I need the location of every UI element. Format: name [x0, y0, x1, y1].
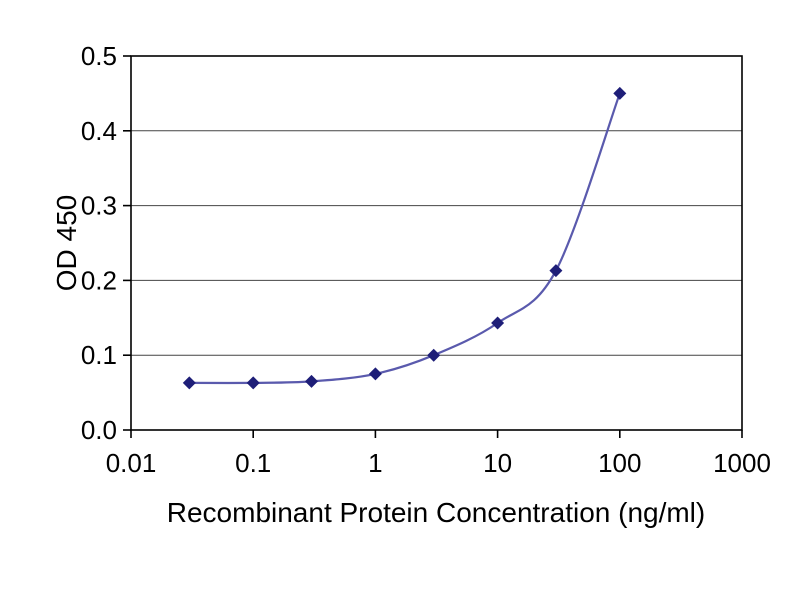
- x-tick-label: 100: [598, 448, 641, 478]
- y-tick-label: 0.2: [81, 265, 117, 295]
- data-point-marker: [549, 264, 563, 278]
- x-tick-label: 0.1: [235, 448, 271, 478]
- data-point-marker: [427, 348, 441, 362]
- x-tick-label: 10: [483, 448, 512, 478]
- data-point-marker: [182, 376, 196, 390]
- y-tick-label: 0.3: [81, 191, 117, 221]
- y-tick-label: 0.0: [81, 415, 117, 445]
- y-axis-title: OD 450: [51, 195, 82, 292]
- data-point-marker: [305, 374, 319, 388]
- data-point-marker: [246, 376, 260, 390]
- plot-border: [130, 55, 743, 431]
- x-axis-title: Recombinant Protein Concentration (ng/ml…: [167, 497, 705, 528]
- y-tick-label: 0.4: [81, 116, 117, 146]
- y-tick-label: 0.5: [81, 41, 117, 71]
- x-tick-label: 1000: [713, 448, 771, 478]
- plot-area: [131, 56, 742, 430]
- data-point-marker: [491, 316, 505, 330]
- data-point-marker: [613, 86, 627, 100]
- data-point-marker: [368, 367, 382, 381]
- y-tick-label: 0.1: [81, 340, 117, 370]
- x-tick-label: 1: [368, 448, 382, 478]
- x-tick-label: 0.01: [106, 448, 157, 478]
